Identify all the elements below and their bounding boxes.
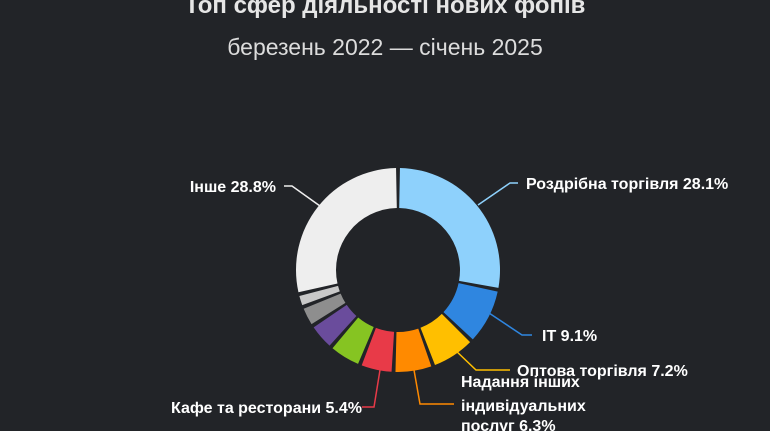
label-it: ІТ 9.1% [542, 328, 597, 345]
leader-line-it [488, 312, 532, 336]
label-retail: Роздрібна торгівля 28.1% [526, 176, 728, 193]
donut-slice-0 [399, 168, 500, 288]
leader-line-services [413, 369, 454, 405]
donut-slice-6 [313, 304, 357, 346]
label-cafe: Кафе та ресторани 5.4% [171, 400, 362, 417]
label-services-2: індивідуальних [461, 398, 586, 415]
donut-slice-3 [395, 328, 432, 372]
leader-line-other [284, 185, 321, 207]
donut-slice-8 [299, 285, 340, 306]
label-other: Інше 28.8% [190, 179, 276, 196]
label-wholesale: Оптова торгівля 7.2% [517, 363, 688, 380]
chart-title: Топ сфер діяльності нових фопів [184, 0, 586, 19]
donut-slices [296, 168, 500, 372]
leader-line-retail [477, 182, 518, 206]
donut-slice-5 [332, 317, 374, 364]
label-services-1: Надання інших [461, 374, 580, 391]
leader-line-wholesale [452, 347, 510, 371]
donut-slice-7 [303, 293, 346, 325]
donut-slice-9 [296, 168, 397, 293]
donut-slice-1 [443, 283, 498, 340]
chart-subtitle: березень 2022 — січень 2025 [227, 34, 543, 60]
leader-line-cafe [362, 369, 381, 408]
leader-lines [284, 182, 532, 408]
label-services-3: послуг 6.3% [461, 418, 556, 431]
donut-slice-4 [361, 327, 395, 372]
